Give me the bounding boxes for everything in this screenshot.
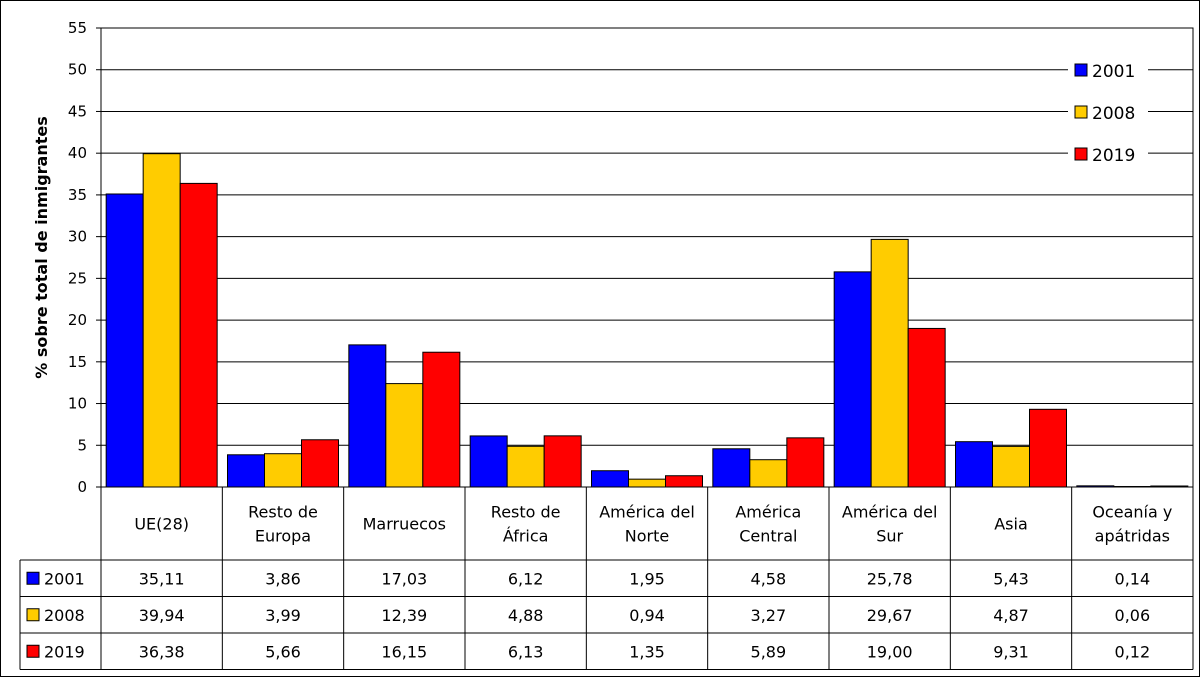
bar-2001-1 xyxy=(227,454,265,488)
data-label: 17,03 xyxy=(381,569,427,588)
data-label: 3,27 xyxy=(751,606,787,625)
category-label: América xyxy=(735,503,801,522)
category-label: Norte xyxy=(625,527,669,546)
bar-2019-2 xyxy=(422,351,461,488)
bar-2008-7 xyxy=(992,445,1030,488)
bar-2008-1 xyxy=(264,453,302,488)
data-label: 12,39 xyxy=(381,606,427,625)
legend: 2001 2008 2019 xyxy=(1068,57,1148,168)
category-label: UE(28) xyxy=(134,515,189,534)
data-label: 6,12 xyxy=(508,569,544,588)
category-label: América del xyxy=(842,503,938,522)
bar-2019-7 xyxy=(1029,408,1067,488)
y-tick-label: 20 xyxy=(68,311,87,329)
table-series-label-2001: 2001 xyxy=(44,569,85,588)
legend-swatch-2001 xyxy=(1074,63,1088,77)
data-label: 0,14 xyxy=(1115,569,1151,588)
data-label: 4,87 xyxy=(993,606,1029,625)
bar-2019-4 xyxy=(665,475,703,488)
y-axis: 0 5 10 15 20 25 30 35 40 45 50 55 xyxy=(68,19,101,496)
data-label: 1,35 xyxy=(629,642,665,661)
data-label: 1,95 xyxy=(629,569,665,588)
data-label: 4,88 xyxy=(508,606,544,625)
gridlines xyxy=(101,27,1193,446)
bar-2008-2 xyxy=(385,383,424,488)
y-tick-label: 25 xyxy=(68,269,87,287)
y-tick-label: 15 xyxy=(68,353,87,371)
data-label: 3,86 xyxy=(265,569,301,588)
data-label: 29,67 xyxy=(867,606,913,625)
table-legend-swatch-2019 xyxy=(26,644,40,658)
category-label: América del xyxy=(599,503,695,522)
bar-2008-5 xyxy=(749,459,788,488)
plot-area-border xyxy=(100,27,1194,488)
y-tick-label: 35 xyxy=(68,186,87,204)
bar-2001-6 xyxy=(833,271,872,488)
data-label: 9,31 xyxy=(993,642,1029,661)
bar-2008-6 xyxy=(870,238,909,488)
bar-2008-3 xyxy=(506,445,545,488)
y-tick-label: 10 xyxy=(68,395,87,413)
category-label: apátridas xyxy=(1095,527,1170,546)
bar-2008-4 xyxy=(628,478,666,488)
category-label: Central xyxy=(739,527,797,546)
bar-2001-5 xyxy=(712,448,751,488)
bars xyxy=(105,153,1189,488)
category-label: Asia xyxy=(994,515,1028,534)
y-tick-label: 50 xyxy=(68,61,87,79)
data-label: 0,94 xyxy=(629,606,665,625)
bar-2019-3 xyxy=(543,435,582,488)
bar-2001-4 xyxy=(591,470,629,488)
data-label: 25,78 xyxy=(867,569,913,588)
table-legend-swatch-2001 xyxy=(26,571,40,585)
data-label: 3,99 xyxy=(265,606,301,625)
category-label: Marruecos xyxy=(363,515,446,534)
y-tick-label: 30 xyxy=(68,228,87,246)
data-label: 36,38 xyxy=(139,642,185,661)
y-tick-label: 5 xyxy=(77,436,87,454)
category-label: África xyxy=(503,527,549,546)
table-series-label-2019: 2019 xyxy=(44,642,85,661)
data-label: 4,58 xyxy=(751,569,787,588)
data-label: 5,66 xyxy=(265,642,301,661)
y-axis-title: % sobre total de inmigrantes xyxy=(32,116,51,378)
bar-2008-0 xyxy=(142,153,181,488)
data-label: 39,94 xyxy=(139,606,185,625)
legend-label-2019: 2019 xyxy=(1092,146,1135,166)
bar-2001-3 xyxy=(469,435,508,488)
bar-2019-0 xyxy=(179,182,218,488)
data-label: 6,13 xyxy=(508,642,544,661)
bar-2001-7 xyxy=(955,441,993,488)
bar-2001-0 xyxy=(105,193,144,488)
bar-2019-5 xyxy=(786,437,825,488)
bar-2019-1 xyxy=(301,439,339,488)
data-label: 5,43 xyxy=(993,569,1029,588)
category-label: Sur xyxy=(876,527,903,546)
category-label: Europa xyxy=(255,527,311,546)
legend-swatch-2019 xyxy=(1074,147,1088,161)
data-label: 0,06 xyxy=(1115,606,1151,625)
data-label: 35,11 xyxy=(139,569,185,588)
data-label: 5,89 xyxy=(751,642,787,661)
category-label: Resto de xyxy=(248,503,318,522)
bar-2019-6 xyxy=(907,327,946,488)
category-label: Resto de xyxy=(491,503,561,522)
table-legend-swatch-2008 xyxy=(26,608,40,622)
category-label: Oceanía y xyxy=(1092,503,1172,522)
data-label: 19,00 xyxy=(867,642,913,661)
legend-swatch-2008 xyxy=(1074,105,1088,119)
y-tick-label: 0 xyxy=(77,478,87,496)
y-tick-label: 40 xyxy=(68,144,87,162)
data-label: 16,15 xyxy=(381,642,427,661)
legend-label-2001: 2001 xyxy=(1092,62,1135,82)
bar-2001-2 xyxy=(348,344,387,488)
y-tick-label: 55 xyxy=(68,19,87,37)
legend-label-2008: 2008 xyxy=(1092,104,1135,124)
table-series-label-2008: 2008 xyxy=(44,606,85,625)
data-table: UE(28) Resto de Europa Marruecos Resto de Áfr… xyxy=(19,487,1194,670)
y-tick-label: 45 xyxy=(68,102,87,120)
data-label: 0,12 xyxy=(1115,642,1151,661)
